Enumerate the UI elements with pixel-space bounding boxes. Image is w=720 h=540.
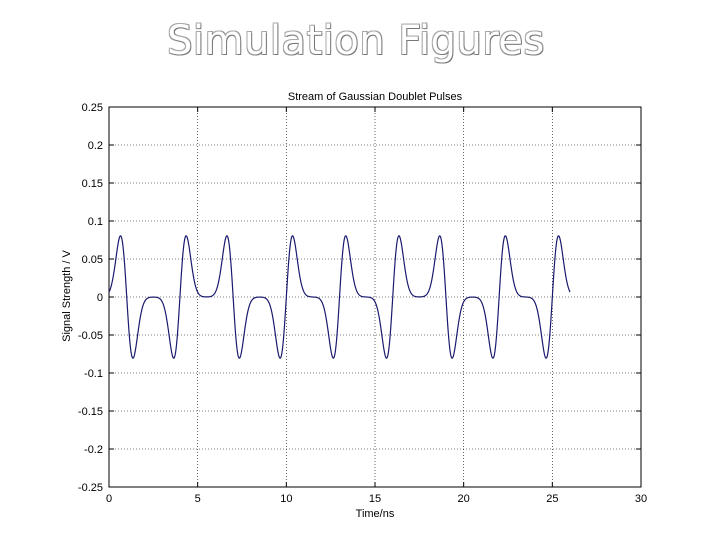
x-tick-labels: 0 5 10 15 20 25 30 bbox=[106, 493, 647, 505]
y-tick-label: -0.05 bbox=[78, 330, 103, 342]
x-tick-label: 0 bbox=[106, 493, 112, 505]
grid bbox=[109, 107, 641, 487]
y-tick-label: 0.25 bbox=[82, 102, 103, 114]
x-tick-label: 30 bbox=[635, 493, 647, 505]
slide-title: Simulation Figures bbox=[167, 18, 545, 64]
y-tick-label: 0 bbox=[97, 292, 103, 304]
y-tick-label: -0.25 bbox=[78, 482, 103, 494]
y-tick-label: -0.15 bbox=[78, 406, 103, 418]
x-tick-label: 25 bbox=[546, 493, 558, 505]
series-line bbox=[108, 235, 571, 359]
x-tick-label: 20 bbox=[458, 493, 470, 505]
y-tick-labels: 0.25 0.2 0.15 0.1 0.05 0 -0.05 -0.1 -0.15 -0.2 -0.… bbox=[78, 102, 103, 494]
y-tick-label: 0.15 bbox=[82, 178, 103, 190]
y-tick-label: -0.1 bbox=[84, 368, 103, 380]
x-axis-label: Time/ns bbox=[356, 508, 395, 520]
plot-frame bbox=[108, 106, 642, 488]
y-tick-label: -0.2 bbox=[84, 444, 103, 456]
y-axis-label: Signal Strength / V bbox=[61, 249, 73, 341]
chart-title: Stream of Gaussian Doublet Pulses bbox=[288, 91, 463, 103]
x-tick-label: 10 bbox=[280, 493, 292, 505]
plot-border bbox=[108, 106, 642, 488]
y-tick-label: 0.05 bbox=[82, 254, 103, 266]
x-tick-label: 5 bbox=[195, 493, 201, 505]
x-tick-label: 15 bbox=[369, 493, 381, 505]
y-tick-label: 0.2 bbox=[88, 140, 103, 152]
y-tick-label: 0.1 bbox=[88, 216, 103, 228]
